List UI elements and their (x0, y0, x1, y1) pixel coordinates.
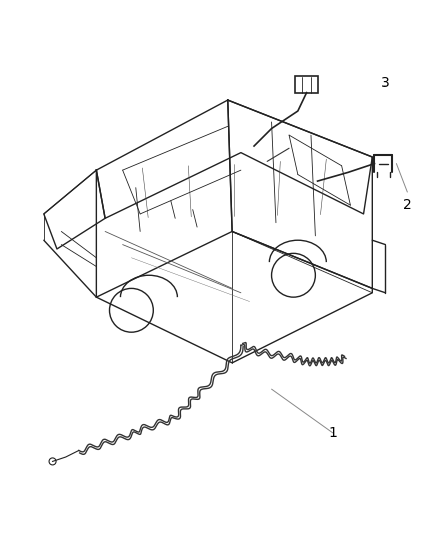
FancyBboxPatch shape (295, 76, 318, 93)
Text: 3: 3 (381, 76, 390, 90)
Text: 1: 1 (328, 426, 337, 440)
Text: 2: 2 (403, 198, 412, 212)
